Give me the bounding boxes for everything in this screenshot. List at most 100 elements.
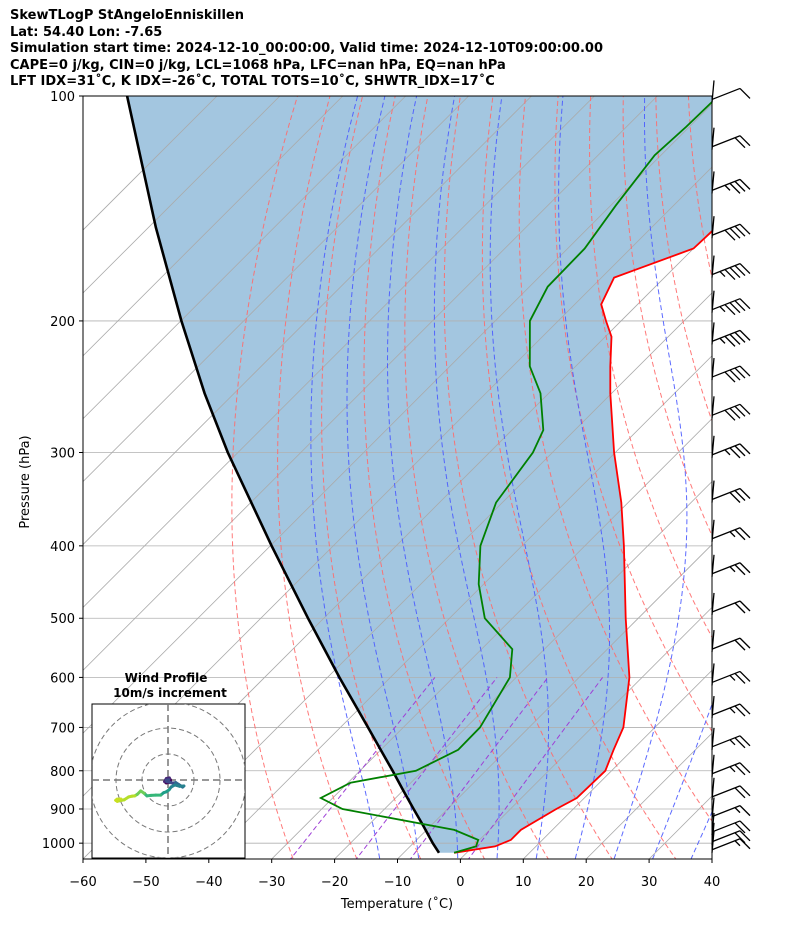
barb-full	[729, 227, 741, 239]
x-tick-label: −50	[132, 875, 159, 890]
barb-full	[734, 764, 746, 776]
barb-full	[739, 600, 751, 612]
barb-full	[739, 785, 751, 797]
barb-full	[739, 403, 751, 415]
barb-full	[729, 369, 741, 381]
wind-barb	[711, 127, 751, 150]
isotherm-20	[585, 732, 712, 859]
wind-barb	[711, 519, 751, 542]
dry-adiabat	[443, 96, 613, 859]
barb-half	[719, 337, 726, 344]
barb-staff	[711, 735, 741, 748]
y-tick-label: 1000	[42, 837, 75, 852]
barb-full	[734, 180, 746, 192]
barb-staff	[711, 805, 741, 818]
barb-full	[724, 304, 736, 316]
barb-full	[734, 405, 746, 417]
barb-staff	[711, 637, 741, 650]
x-tick-label: 20	[578, 875, 595, 890]
isotherm-0	[459, 606, 712, 859]
y-tick-label: 100	[50, 90, 75, 105]
y-tick-label: 400	[50, 540, 75, 555]
barb-full	[739, 87, 751, 99]
wind-barb	[711, 396, 751, 421]
chart-title-block: SkewTLogP StAngeloEnniskillen Lat: 54.40…	[10, 8, 603, 91]
barb-staff	[711, 785, 741, 798]
barb-full	[739, 488, 751, 499]
barb-half	[724, 449, 731, 456]
x-tick-label: 40	[704, 875, 721, 890]
dry-adiabat	[277, 96, 358, 859]
wind-barb	[711, 435, 751, 459]
isotherm--50	[145, 292, 712, 859]
barb-full	[734, 564, 746, 576]
barb-full	[734, 490, 746, 501]
x-tick-label: −40	[195, 875, 222, 890]
barb-full	[739, 735, 751, 747]
barb-full	[729, 492, 741, 503]
barb-full	[739, 838, 751, 850]
barb-full	[734, 822, 746, 834]
barb-staff	[711, 703, 741, 716]
y-tick-label: 600	[50, 671, 75, 686]
isotherm--90	[83, 96, 658, 671]
isotherm--10	[396, 543, 712, 859]
isotherm-10	[522, 669, 712, 859]
isotherm--20	[334, 481, 712, 859]
x-tick-label: −30	[258, 875, 285, 890]
isotherm--110	[83, 96, 533, 546]
moist-adiabat	[652, 702, 712, 859]
wind-barb	[711, 255, 751, 281]
mixing-ratio-line	[409, 677, 549, 859]
dry-adiabat	[363, 96, 486, 859]
barb-full	[734, 737, 746, 749]
barb-full	[724, 229, 736, 241]
barb-full	[724, 335, 736, 347]
isotherm--150	[83, 96, 281, 294]
barb-full	[739, 703, 751, 715]
barb-half	[724, 184, 731, 191]
barb-staff	[711, 87, 741, 101]
dry-adiabat	[655, 96, 712, 423]
dry-adiabat	[481, 96, 677, 859]
wind-barb	[711, 754, 751, 777]
y-tick-label: 900	[50, 803, 75, 818]
dewpoint-line	[318, 100, 712, 854]
barb-half	[729, 766, 736, 773]
wind-barb	[711, 630, 751, 653]
barb-staff	[711, 135, 741, 148]
x-tick-label: 30	[641, 875, 658, 890]
barb-full	[734, 705, 746, 717]
wind-barb	[711, 171, 751, 194]
wind-barb	[711, 727, 751, 750]
barb-half	[729, 707, 736, 714]
mixing-ratio-line	[289, 677, 436, 859]
moist-adiabat	[387, 96, 459, 859]
isotherm--120	[83, 96, 470, 483]
wind-barb	[711, 322, 751, 347]
isotherm--100	[83, 96, 595, 608]
moist-adiabat	[346, 96, 420, 859]
y-axis-label: Pressure (hPa)	[18, 435, 33, 528]
title-station: SkewTLogP StAngeloEnniskillen	[10, 8, 244, 23]
parcel-profile-line	[125, 96, 441, 854]
barb-half	[734, 807, 741, 814]
title-indices-2: LFT IDX=31˚C, K IDX=-26˚C, TOTAL TOTS=10…	[10, 74, 495, 89]
barb-full	[734, 602, 746, 614]
barb-half	[729, 674, 736, 681]
barb-full	[729, 267, 741, 279]
x-tick-label: 10	[515, 875, 532, 890]
wind-barb	[711, 777, 751, 800]
barb-half	[734, 840, 741, 847]
barb-staff	[711, 600, 741, 613]
wind-barb	[711, 592, 751, 616]
barb-full	[734, 832, 746, 844]
barb-full	[734, 672, 746, 684]
wind-barb	[711, 358, 751, 383]
barb-full	[739, 178, 751, 190]
dry-adiabat	[518, 96, 712, 822]
dry-adiabat	[782, 62, 794, 874]
barb-full	[724, 269, 736, 281]
wind-barb	[711, 663, 751, 686]
